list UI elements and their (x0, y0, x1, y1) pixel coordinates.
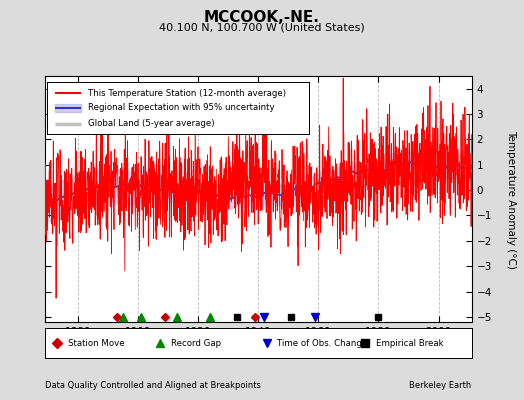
Text: MCCOOK,-NE.: MCCOOK,-NE. (204, 10, 320, 25)
Text: Time of Obs. Change: Time of Obs. Change (277, 338, 367, 348)
Text: Regional Expectation with 95% uncertainty: Regional Expectation with 95% uncertaint… (88, 104, 275, 112)
Text: Berkeley Earth: Berkeley Earth (409, 381, 472, 390)
Text: Data Quality Controlled and Aligned at Breakpoints: Data Quality Controlled and Aligned at B… (45, 381, 260, 390)
Text: This Temperature Station (12-month average): This Temperature Station (12-month avera… (88, 89, 286, 98)
Text: 40.100 N, 100.700 W (United States): 40.100 N, 100.700 W (United States) (159, 22, 365, 32)
Y-axis label: Temperature Anomaly (°C): Temperature Anomaly (°C) (506, 130, 516, 268)
Text: Empirical Break: Empirical Break (376, 338, 443, 348)
Text: Station Move: Station Move (68, 338, 125, 348)
Text: Global Land (5-year average): Global Land (5-year average) (88, 119, 214, 128)
Text: Record Gap: Record Gap (170, 338, 221, 348)
